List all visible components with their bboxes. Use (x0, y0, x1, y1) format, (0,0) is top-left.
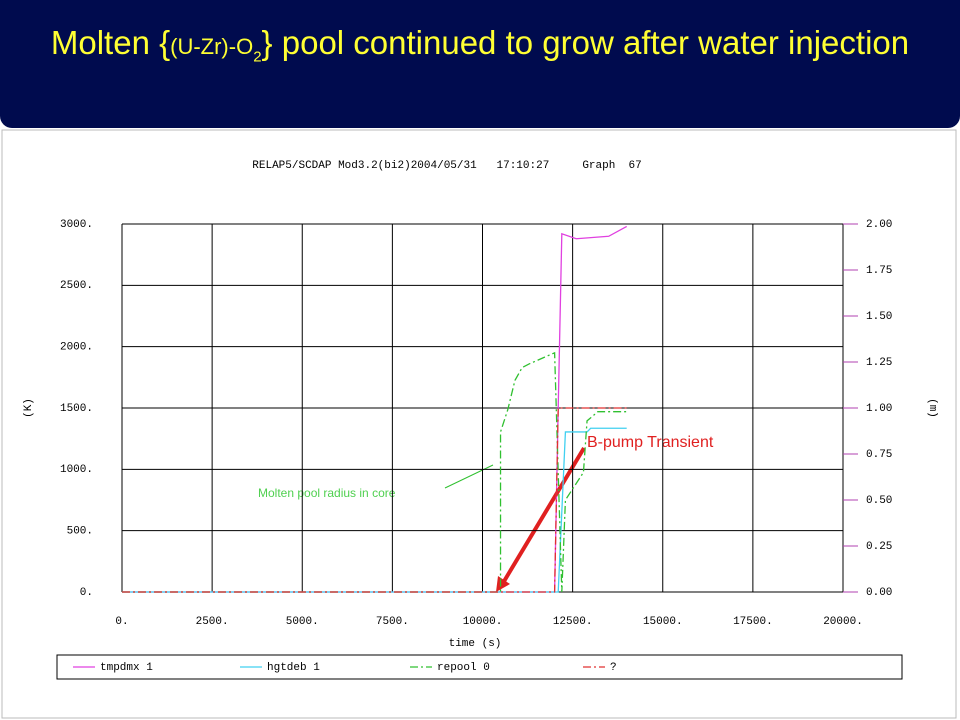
y2-tick-label: 1.50 (866, 311, 892, 323)
series-line (122, 427, 627, 593)
x-tick-label: 5000. (286, 616, 319, 628)
legend-label: repool 0 (437, 662, 490, 674)
x-tick-label: 20000. (823, 616, 863, 628)
y-tick-label: 1500. (60, 403, 93, 415)
y-axis-label: (K) (23, 398, 35, 418)
y-tick-label: 0. (80, 587, 93, 599)
y2-axis-label: (m) (926, 398, 938, 418)
y2-tick-label: 0.50 (866, 495, 892, 507)
y2-tick-label: 1.75 (866, 265, 892, 277)
title-subscript: 2 (253, 48, 262, 66)
x-tick-label: 2500. (196, 616, 229, 628)
y2-tick-label: 0.25 (866, 541, 892, 553)
x-axis-label: time (s) (449, 638, 502, 650)
x-tick-label: 7500. (376, 616, 409, 628)
legend-label: ? (610, 662, 617, 674)
series-line (122, 225, 628, 593)
x-tick-label: 15000. (643, 616, 683, 628)
y-tick-label: 3000. (60, 219, 93, 231)
y2-tick-label: 1.00 (866, 403, 892, 415)
title-text: Molten { (50, 24, 171, 61)
x-tick-label: 0. (115, 616, 128, 628)
y2-tick-label: 2.00 (866, 219, 892, 231)
x-tick-label: 10000. (463, 616, 503, 628)
y2-tick-label: 0.00 (866, 587, 892, 599)
y2-tick-label: 0.75 (866, 449, 892, 461)
legend-label: tmpdmx 1 (100, 662, 153, 674)
arrow-head (496, 576, 510, 592)
annotation-pointer (444, 464, 494, 489)
y-tick-label: 500. (67, 526, 93, 538)
annotation: Molten pool radius in core (258, 486, 396, 500)
series-line (122, 407, 627, 593)
y-tick-label: 2000. (60, 342, 93, 354)
legend-label: hgtdeb 1 (267, 662, 320, 674)
annotation: B-pump Transient (587, 434, 714, 451)
legend-box (56, 654, 903, 680)
title-text: } pool continued to grow after water inj… (261, 24, 910, 61)
y-tick-label: 1000. (60, 464, 93, 476)
y2-tick-label: 1.25 (866, 357, 892, 369)
slide-title: Molten {(U-Zr)-O2} pool continued to gro… (0, 0, 960, 128)
x-tick-label: 12500. (553, 616, 593, 628)
annotation-arrow (501, 446, 586, 585)
title-formula: (U-Zr)-O (170, 34, 254, 59)
series-line (122, 351, 627, 593)
slide-frame (1, 129, 957, 719)
x-tick-label: 17500. (733, 616, 773, 628)
y-tick-label: 2500. (60, 280, 93, 292)
chart-title: RELAP5/SCDAP Mod3.2(bi2)2004/05/31 17:10… (252, 160, 641, 172)
